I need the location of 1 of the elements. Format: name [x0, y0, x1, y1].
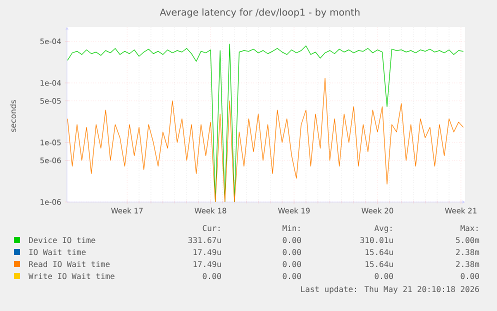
chart-title: Average latency for /dev/loop1 - by month — [160, 8, 360, 18]
